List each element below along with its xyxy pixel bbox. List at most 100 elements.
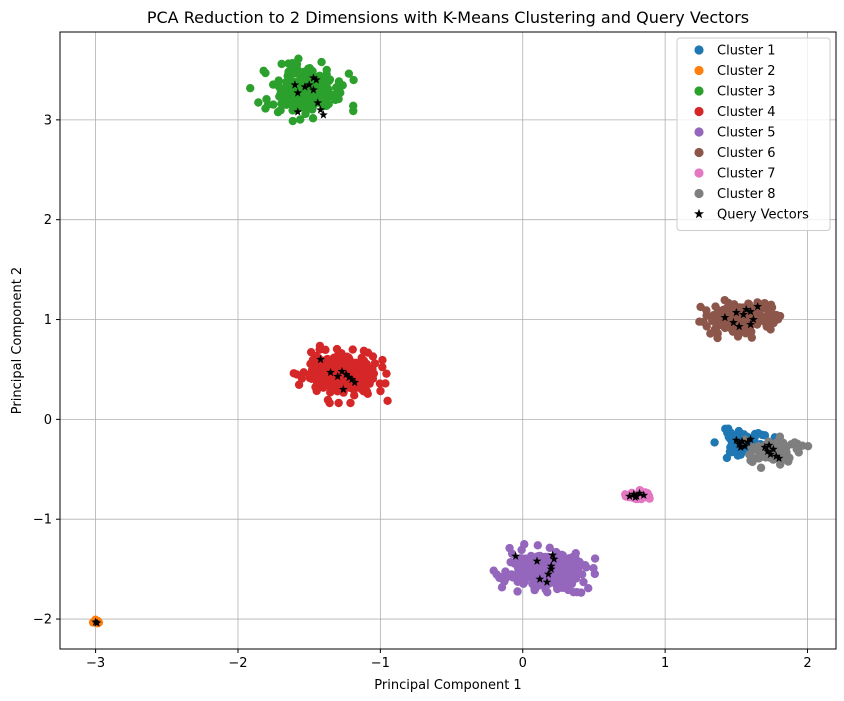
data-point: [297, 371, 306, 380]
plot-frame: [59, 31, 837, 650]
query-vector-point: [304, 80, 314, 89]
query-vector-point: [630, 492, 640, 501]
query-vector-point: [326, 367, 335, 377]
data-point: [590, 554, 600, 563]
query-vector-point: [300, 82, 310, 91]
query-vector-point: [740, 441, 750, 451]
data-point: [746, 451, 756, 461]
query-vector-point: [743, 437, 753, 447]
data-point: [359, 367, 368, 377]
data-point: [766, 300, 776, 309]
query-vector-point: [736, 442, 745, 452]
query-vector-point: [629, 489, 639, 498]
data-point: [584, 584, 593, 593]
query-vector-point: [319, 110, 328, 119]
x-tick-label: −3: [86, 656, 105, 671]
data-point: [736, 450, 745, 459]
query-vector-point: [731, 307, 741, 317]
x-tick-label: 2: [803, 656, 811, 671]
y-tick-label: 3: [44, 113, 52, 128]
data-point: [803, 441, 813, 451]
x-tick-label: −2: [228, 656, 247, 671]
chart-title: PCA Reduction to 2 Dimensions with K-Mea…: [147, 8, 749, 27]
legend-label: Cluster 4: [717, 105, 776, 120]
data-point: [273, 107, 283, 117]
data-point: [262, 95, 271, 104]
data-point: [296, 115, 305, 124]
data-point: [520, 540, 529, 549]
data-point: [727, 447, 736, 457]
data-point: [349, 75, 358, 85]
data-point: [696, 302, 705, 312]
legend-marker: [694, 65, 704, 76]
x-tick-label: 0: [519, 656, 527, 671]
data-point: [301, 109, 310, 119]
data-point: [722, 453, 732, 463]
data-point: [760, 304, 769, 313]
data-point: [254, 98, 263, 107]
data-point: [301, 90, 310, 100]
data-point: [553, 584, 562, 594]
data-point: [513, 587, 522, 596]
x-tick-label: −1: [371, 656, 390, 671]
data-point: [575, 557, 584, 567]
data-point: [315, 71, 325, 81]
query-vector-point: [347, 374, 357, 384]
query-vector-point: [734, 321, 744, 331]
data-point: [361, 359, 370, 369]
data-point: [285, 78, 295, 87]
data-point: [765, 320, 774, 329]
query-vector-point: [293, 107, 303, 116]
legend-label: Cluster 3: [717, 85, 776, 100]
legend-label: Cluster 1: [717, 44, 776, 59]
data-point: [381, 379, 390, 388]
query-vector-point: [535, 574, 545, 583]
query-vector-point: [316, 105, 325, 114]
data-point: [756, 449, 765, 458]
data-point: [298, 100, 307, 109]
query-vector-point: [344, 372, 354, 382]
query-vector-point: [338, 384, 348, 394]
data-point: [370, 359, 380, 368]
query-vector-point: [774, 453, 784, 463]
data-point: [378, 362, 387, 372]
data-point: [346, 398, 355, 408]
data-point: [333, 387, 342, 396]
data-point: [246, 83, 255, 93]
data-point: [579, 577, 588, 587]
data-point: [720, 295, 729, 305]
data-point: [571, 570, 581, 579]
data-point: [571, 549, 580, 558]
y-tick-label: −2: [33, 613, 52, 628]
data-point: [334, 78, 344, 88]
data-point: [565, 574, 574, 583]
data-point: [590, 569, 600, 579]
data-point: [781, 449, 791, 458]
data-point: [558, 576, 567, 585]
query-vector-point: [760, 442, 770, 452]
data-point: [378, 355, 387, 365]
data-point: [289, 369, 298, 378]
data-point: [323, 381, 333, 390]
query-vector-point: [731, 435, 741, 445]
data-point: [382, 369, 391, 378]
data-point: [735, 303, 745, 312]
data-point: [278, 100, 287, 109]
query-vector-point: [746, 434, 755, 444]
legend-marker: [694, 147, 704, 158]
data-point: [350, 391, 359, 400]
data-point: [293, 65, 302, 75]
y-tick-label: −1: [33, 513, 52, 528]
data-point: [316, 377, 326, 386]
y-axis-label: Principal Component 2: [10, 267, 25, 414]
query-vector-point: [316, 354, 325, 364]
legend-label: Cluster 6: [717, 146, 776, 161]
query-vector-point: [720, 312, 730, 322]
y-tick-label: 0: [44, 413, 52, 428]
query-vector-point: [350, 377, 360, 387]
query-vector-point: [746, 306, 755, 316]
data-point: [726, 305, 735, 314]
data-point: [714, 310, 724, 320]
query-vector-point: [546, 564, 556, 573]
